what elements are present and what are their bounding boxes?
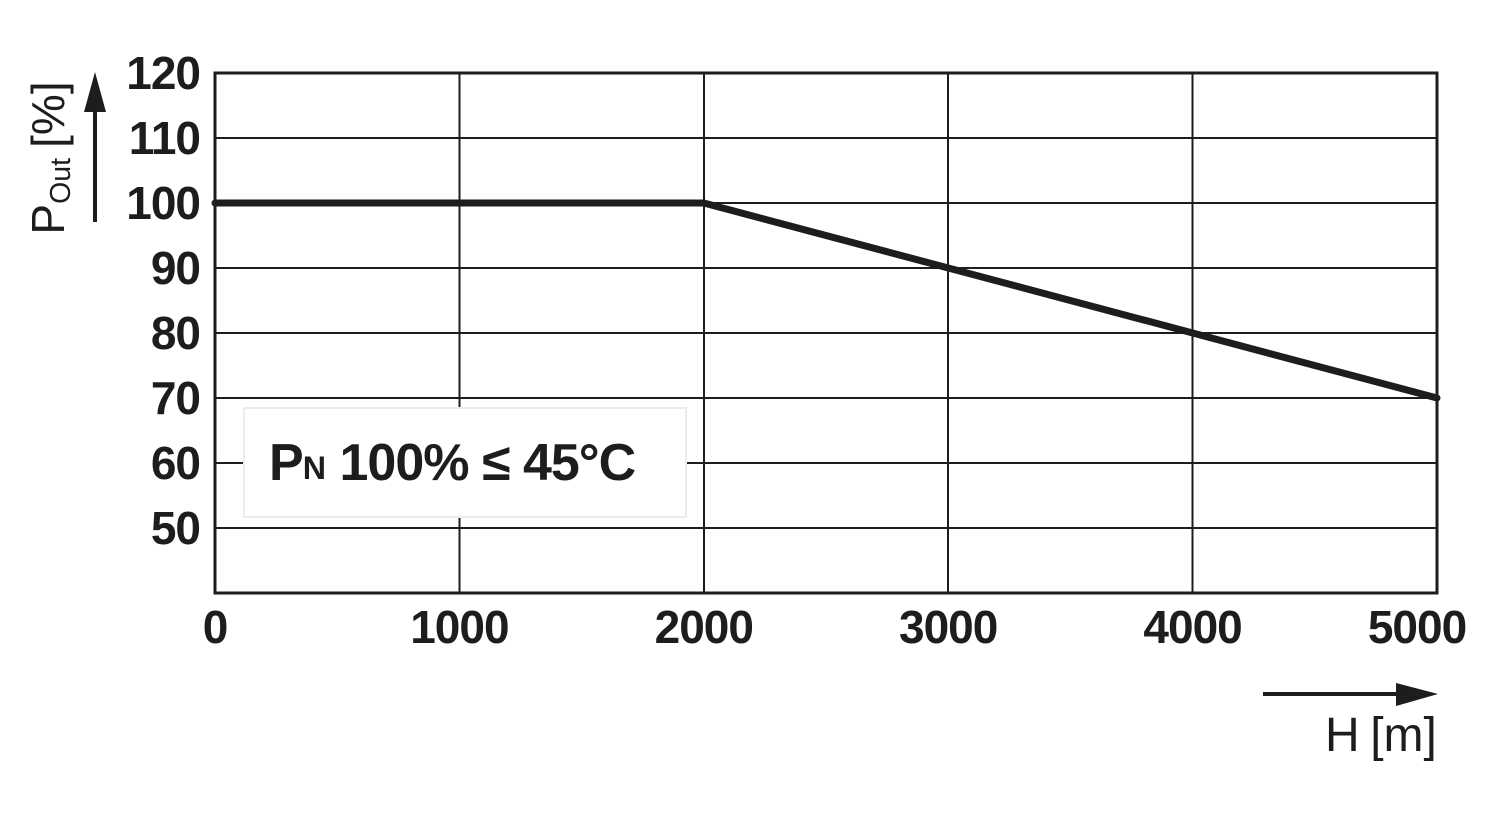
plot-border [213,71,1439,595]
annotation-box: P N 100% ≤ 45°C [243,407,687,518]
y-tick-label: 70 [150,372,201,424]
x-tick-label: 0 [202,601,229,653]
annotation-subscript: N [302,450,326,487]
y-axis-title: POut [%] [21,81,77,235]
x-tick-label: 3000 [899,601,998,653]
x-axis-arrow-icon [1396,683,1438,706]
y-tick-label: 80 [150,307,201,359]
y-tick-label: 110 [128,112,201,164]
x-axis-unit: [m] [1370,709,1437,762]
y-tick-label: 100 [126,177,201,229]
y-tick-label: 60 [150,437,201,489]
y-tick-label: 50 [150,502,201,554]
annotation-condition: 100% ≤ 45°C [339,433,637,492]
x-tick-label: 1000 [410,601,509,653]
x-tick-label: 5000 [1367,601,1467,653]
y-tick-label: 120 [126,47,201,99]
x-axis-symbol: H [1325,709,1360,762]
y-axis-unit: [%] [22,81,74,148]
x-tick-label: 4000 [1143,601,1242,653]
y-axis-arrow-icon [84,72,106,112]
y-tick-label: 90 [150,242,201,294]
x-axis-title: H [m] [1325,708,1437,763]
output-power-derating-curve [211,199,1441,402]
annotation-symbol: P [269,433,304,492]
x-tick-label: 2000 [654,601,754,653]
y-axis-subscript: Out [44,157,77,204]
y-axis-symbol: P [22,203,74,235]
